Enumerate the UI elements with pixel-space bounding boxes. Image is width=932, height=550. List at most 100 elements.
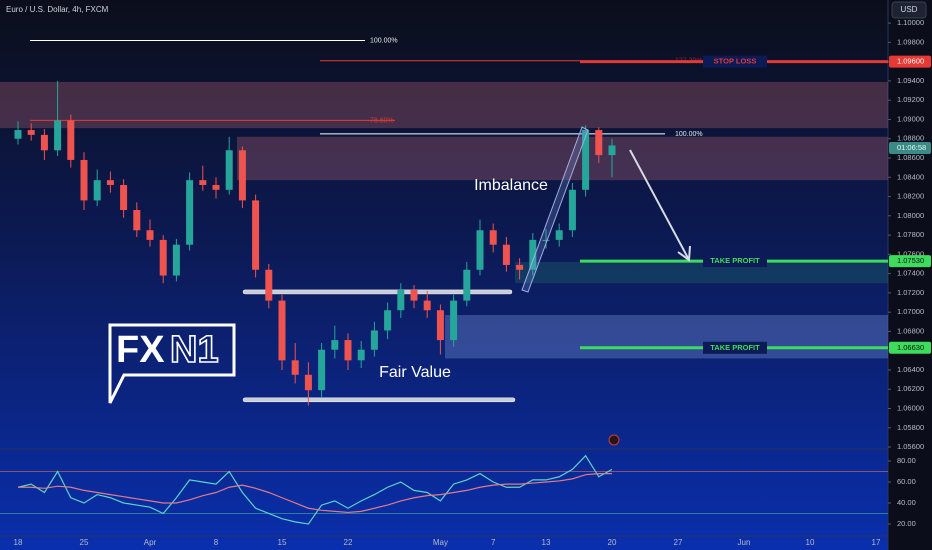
candle-body xyxy=(436,310,444,341)
candle-body xyxy=(54,120,62,151)
price-tag-label: 1.06630 xyxy=(897,343,924,352)
zone xyxy=(237,136,888,181)
candle-body xyxy=(14,130,22,139)
candle-body xyxy=(80,159,88,201)
annotation: Fair Value xyxy=(379,364,451,381)
logo-n1: N1 xyxy=(170,329,219,371)
level-label: TAKE PROFIT xyxy=(710,256,760,265)
candle-body xyxy=(542,239,550,241)
candle-body xyxy=(370,330,378,350)
y-tick-label: 1.07400 xyxy=(897,269,924,278)
y-tick-label: 1.08000 xyxy=(897,211,924,220)
fib-label: 100.00% xyxy=(675,131,703,138)
y-tick-label: 1.06000 xyxy=(897,403,924,412)
fib-label: 100.00% xyxy=(370,37,398,44)
logo: FX N1 xyxy=(108,323,236,404)
x-tick-label: 15 xyxy=(278,538,287,547)
y-tick-label: 1.09200 xyxy=(897,95,924,104)
candle-body xyxy=(344,340,352,361)
x-tick-label: May xyxy=(433,538,448,547)
candle-body xyxy=(450,300,458,341)
x-tick-label: 7 xyxy=(491,538,496,547)
price-axis-bg xyxy=(888,0,932,550)
countdown: 01:06:58 xyxy=(897,143,926,152)
y-tick-label: 1.06400 xyxy=(897,365,924,374)
candle-body xyxy=(304,374,312,391)
currency[interactable]: USD xyxy=(901,5,918,14)
fib-label: 78.60% xyxy=(370,117,394,124)
y-tick-label: 1.07000 xyxy=(897,307,924,316)
rsi-tick-label: 20.00 xyxy=(897,519,916,528)
y-tick-label: 1.05800 xyxy=(897,423,924,432)
x-tick-label: 25 xyxy=(80,538,89,547)
imbalance-box xyxy=(521,126,589,293)
zone xyxy=(515,262,888,284)
range-bar xyxy=(242,289,513,295)
candle-body xyxy=(252,200,260,270)
zone xyxy=(0,81,888,129)
candle-body xyxy=(397,289,405,311)
candle-body xyxy=(463,269,471,301)
candle-body xyxy=(133,210,141,231)
layers: 1.05600 1.05800 1.06000 1.06200 1.06400 1.066… xyxy=(0,18,931,547)
y-tick-label: 1.09800 xyxy=(897,37,924,46)
candle-body xyxy=(357,349,365,361)
x-tick-label: 27 xyxy=(674,538,683,547)
y-tick-label: 1.10000 xyxy=(897,18,924,27)
candle-body xyxy=(93,180,101,201)
y-tick-label: 1.06800 xyxy=(897,326,924,335)
rsi-tick-label: 40.00 xyxy=(897,498,916,507)
x-tick-label: 17 xyxy=(872,538,881,547)
y-tick-label: 1.08200 xyxy=(897,192,924,201)
y-tick-label: 1.07200 xyxy=(897,288,924,297)
price-tag-label: 1.07530 xyxy=(897,256,924,265)
candle-body xyxy=(106,180,114,185)
level-label: STOP LOSS xyxy=(714,57,757,66)
candle-body xyxy=(555,230,563,240)
candle-body xyxy=(410,289,418,301)
rsi-tick-label: 80.00 xyxy=(897,456,916,465)
y-tick-label: 1.08400 xyxy=(897,172,924,181)
price-tag-label: 1.09600 xyxy=(897,57,924,66)
candle-body xyxy=(502,244,510,265)
candle-body xyxy=(159,239,167,276)
candle-body xyxy=(278,300,286,361)
x-tick-label: 13 xyxy=(542,538,551,547)
alert-icon[interactable] xyxy=(608,434,620,446)
candle-body xyxy=(265,269,273,301)
candle-body xyxy=(608,145,616,156)
countdown-tag xyxy=(889,142,931,154)
rsi-ma-line xyxy=(18,473,612,514)
candle-body xyxy=(318,349,326,391)
candle-body xyxy=(212,184,220,190)
candle-body xyxy=(120,184,128,211)
x-tick-label: Jun xyxy=(738,538,751,547)
y-tick-label: 1.08600 xyxy=(897,153,924,162)
candle-body xyxy=(529,239,537,270)
x-tick-label: Apr xyxy=(144,538,157,547)
rsi-tick-label: 60.00 xyxy=(897,477,916,486)
y-tick-label: 1.05600 xyxy=(897,442,924,451)
y-tick-label: 1.07600 xyxy=(897,249,924,258)
price-tag xyxy=(889,255,931,268)
candle-body xyxy=(582,130,590,190)
candle-body xyxy=(172,244,180,276)
level-label-bg xyxy=(703,255,767,268)
range-bar xyxy=(242,397,516,403)
background xyxy=(0,0,888,550)
candle-body xyxy=(595,130,603,156)
currency-button[interactable] xyxy=(891,1,927,19)
arrow-head xyxy=(677,245,691,262)
arrow xyxy=(629,149,689,259)
candle-body xyxy=(568,189,576,231)
annotation: Imbalance xyxy=(474,177,548,194)
x-tick-label: 10 xyxy=(806,538,815,547)
candle-body xyxy=(331,340,339,350)
level-label-bg xyxy=(703,341,767,354)
y-tick-label: 1.08800 xyxy=(897,134,924,143)
candle-body xyxy=(40,134,48,151)
candle-body xyxy=(489,230,497,245)
logo-fx: FX xyxy=(116,329,165,371)
candle-body xyxy=(516,264,524,270)
